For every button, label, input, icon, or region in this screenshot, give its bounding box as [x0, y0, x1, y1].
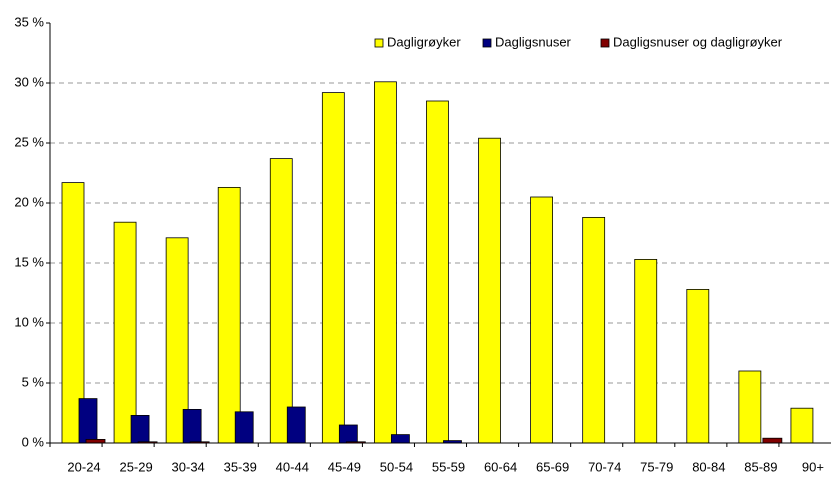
bar	[85, 438, 106, 444]
x-tick-label: 90+	[802, 459, 824, 474]
x-tick-label: 40-44	[276, 459, 309, 474]
bar	[182, 408, 202, 444]
legend-label: Dagligrøyker	[387, 34, 461, 49]
bar	[321, 92, 345, 444]
bar	[373, 81, 397, 444]
legend-swatch	[600, 38, 610, 48]
bar	[790, 407, 814, 444]
bar	[582, 216, 606, 444]
x-tick-label: 45-49	[328, 459, 361, 474]
legend-swatch	[482, 38, 492, 48]
bar	[478, 137, 501, 444]
bar	[686, 288, 710, 444]
bar	[390, 434, 410, 444]
bar	[634, 258, 658, 444]
bar	[113, 221, 137, 444]
bar	[234, 411, 254, 444]
bar	[269, 158, 293, 444]
y-tick-label: 15 %	[14, 254, 44, 269]
x-tick-label: 80-84	[692, 459, 725, 474]
bar	[762, 437, 783, 444]
x-tick-label: 25-29	[119, 459, 152, 474]
legend-label: Dagligsnuser og dagligrøyker	[613, 34, 783, 49]
x-tick-label: 55-59	[432, 459, 465, 474]
y-tick-label: 10 %	[14, 314, 44, 329]
legend-label: Dagligsnuser	[495, 34, 572, 49]
x-tick-label: 20-24	[67, 459, 100, 474]
x-tick-label: 85-89	[744, 459, 777, 474]
bar	[286, 406, 306, 444]
y-tick-label: 30 %	[14, 74, 44, 89]
y-tick-label: 5 %	[22, 374, 45, 389]
y-tick-label: 25 %	[14, 134, 44, 149]
x-tick-label: 70-74	[588, 459, 621, 474]
bar	[338, 424, 358, 444]
bar	[217, 186, 241, 444]
y-tick-label: 20 %	[14, 194, 44, 209]
x-tick-label: 60-64	[484, 459, 517, 474]
y-tick-label: 0 %	[22, 434, 45, 449]
bar	[78, 398, 98, 444]
y-tick-label: 35 %	[14, 14, 44, 29]
x-tick-label: 65-69	[536, 459, 569, 474]
bar	[130, 414, 150, 444]
x-tick-label: 75-79	[640, 459, 673, 474]
bar	[530, 196, 553, 444]
legend-swatch	[374, 38, 384, 48]
x-tick-label: 50-54	[380, 459, 413, 474]
bar	[426, 100, 449, 444]
bar	[738, 370, 762, 444]
x-tick-label: 35-39	[224, 459, 257, 474]
x-tick-label: 30-34	[172, 459, 205, 474]
